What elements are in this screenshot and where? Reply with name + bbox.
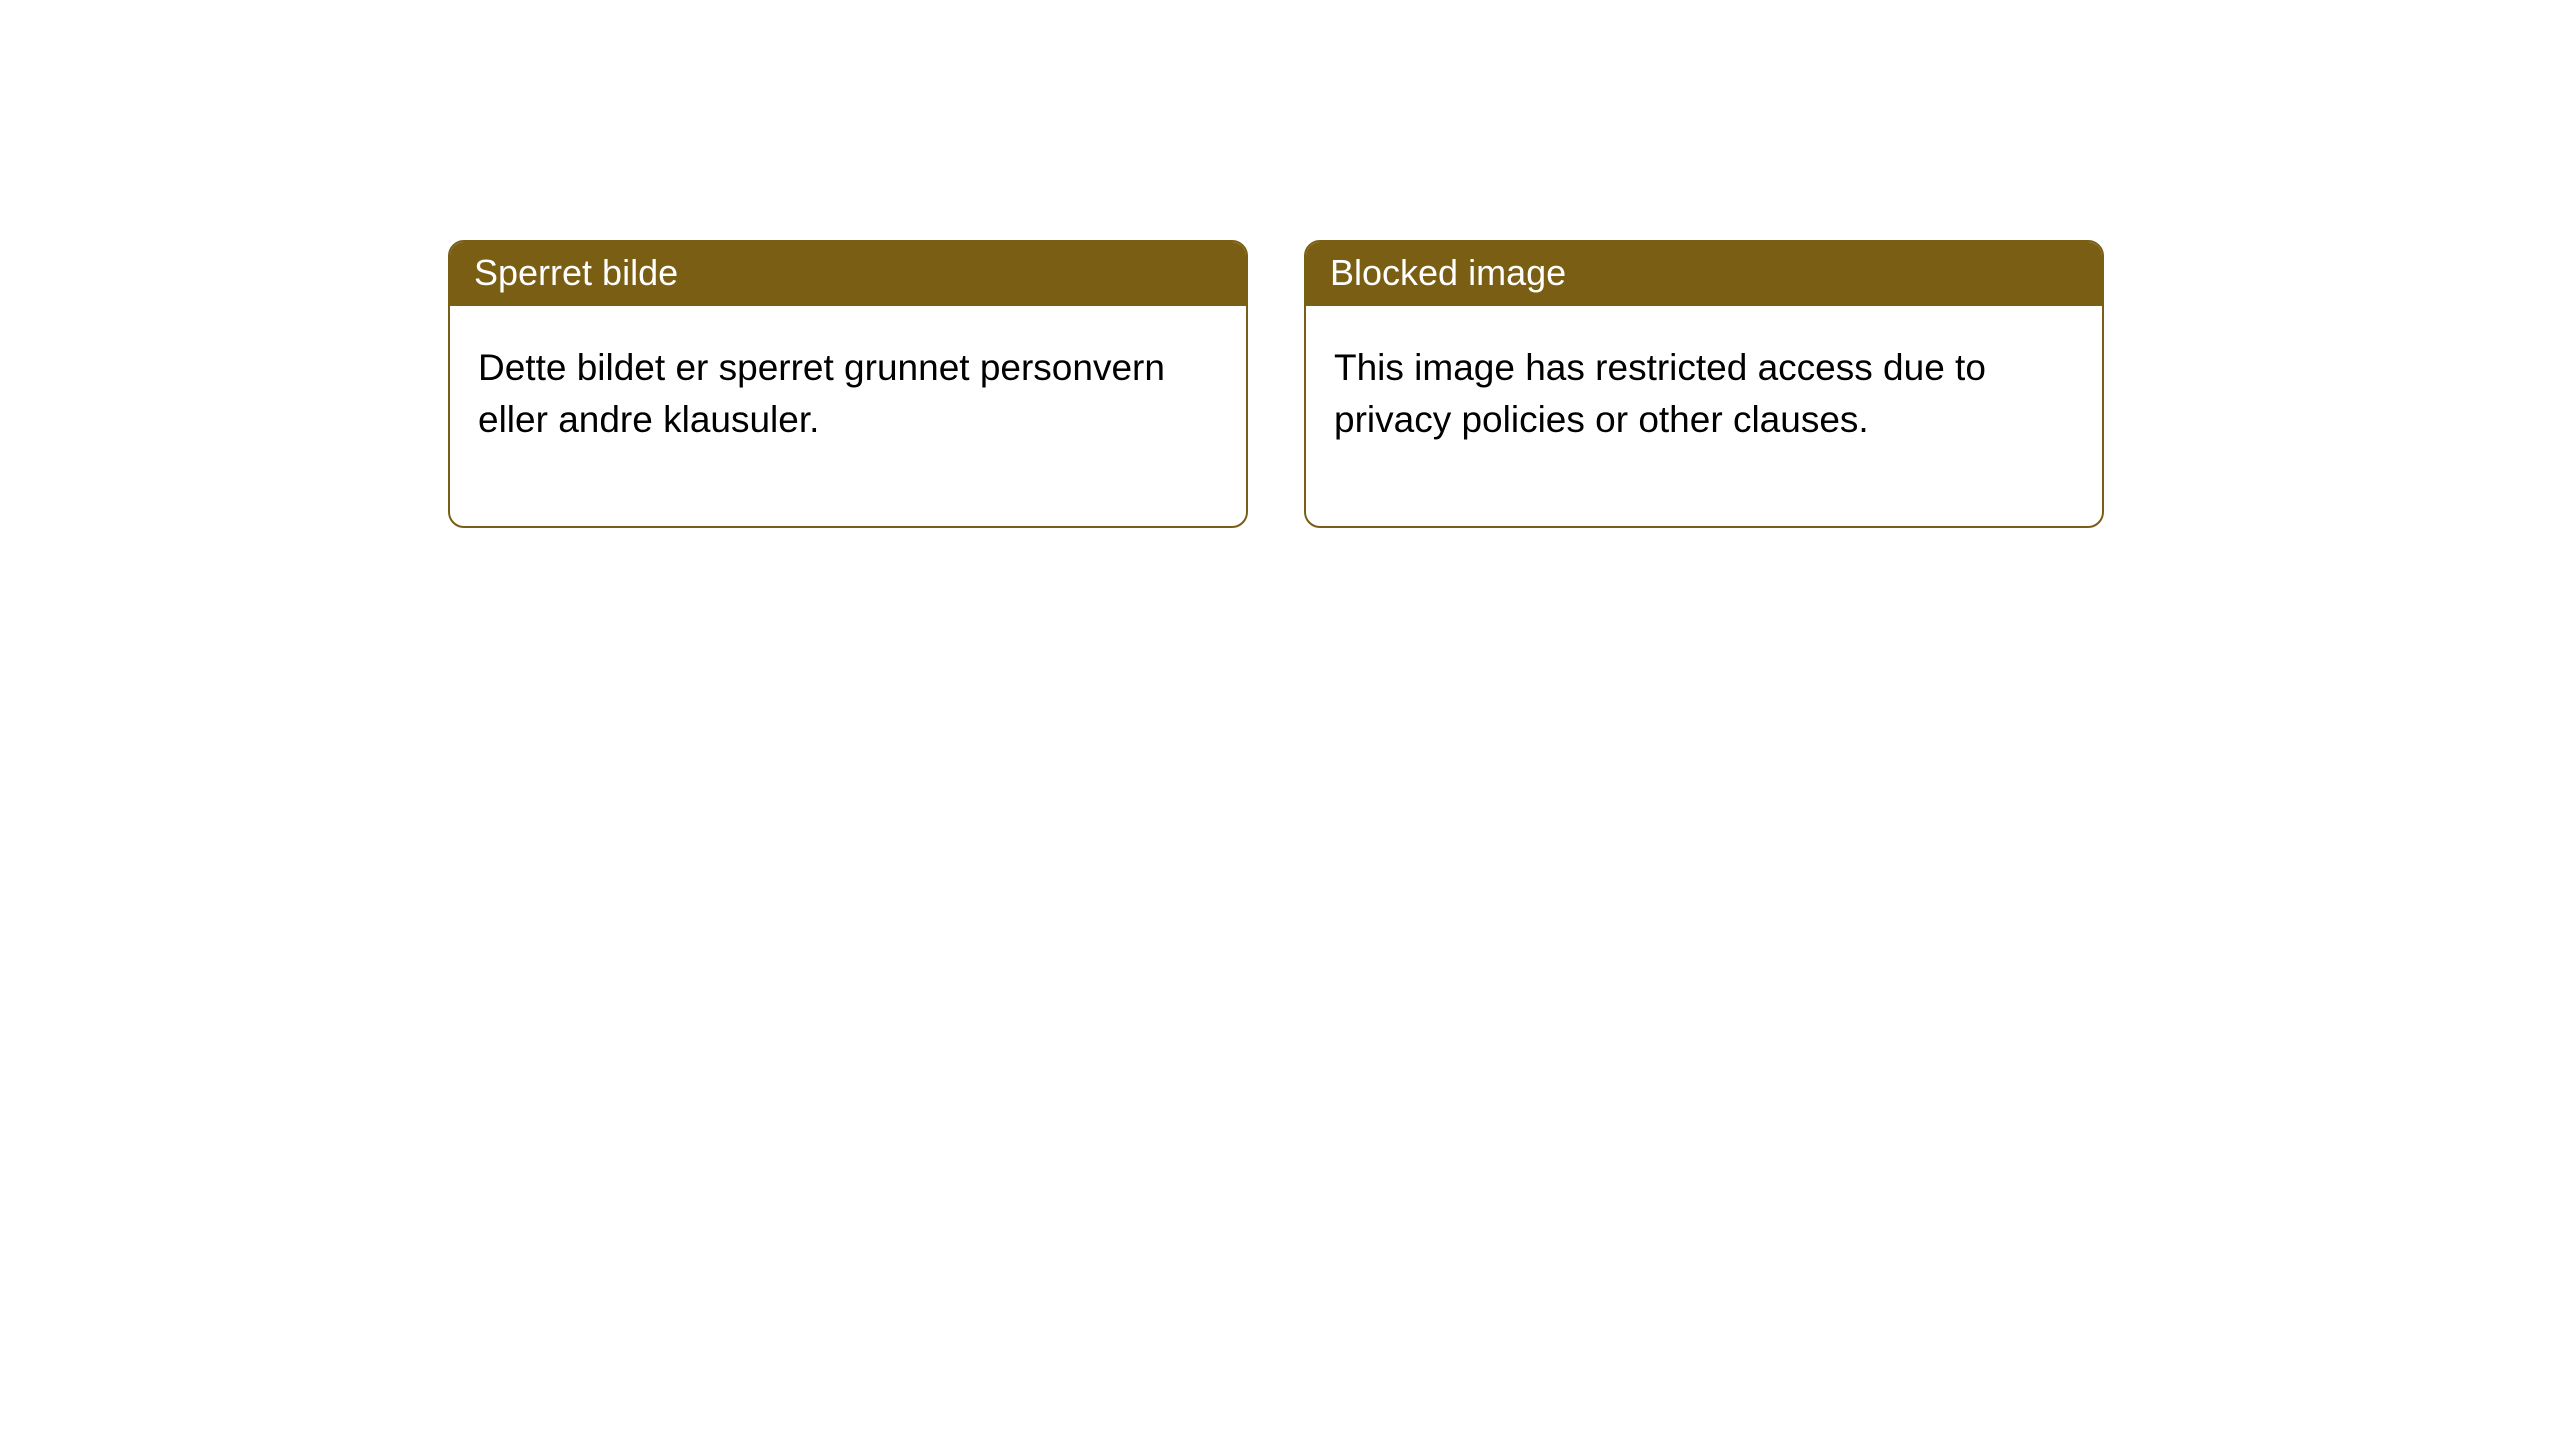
notice-body: Dette bildet er sperret grunnet personve… (450, 306, 1246, 526)
notice-header: Sperret bilde (450, 242, 1246, 306)
notice-card-english: Blocked image This image has restricted … (1304, 240, 2104, 528)
notice-header: Blocked image (1306, 242, 2102, 306)
notice-container: Sperret bilde Dette bildet er sperret gr… (0, 0, 2560, 528)
notice-body: This image has restricted access due to … (1306, 306, 2102, 526)
notice-message: Dette bildet er sperret grunnet personve… (478, 347, 1165, 440)
notice-title: Blocked image (1330, 252, 1566, 293)
notice-title: Sperret bilde (474, 252, 678, 293)
notice-card-norwegian: Sperret bilde Dette bildet er sperret gr… (448, 240, 1248, 528)
notice-message: This image has restricted access due to … (1334, 347, 1986, 440)
